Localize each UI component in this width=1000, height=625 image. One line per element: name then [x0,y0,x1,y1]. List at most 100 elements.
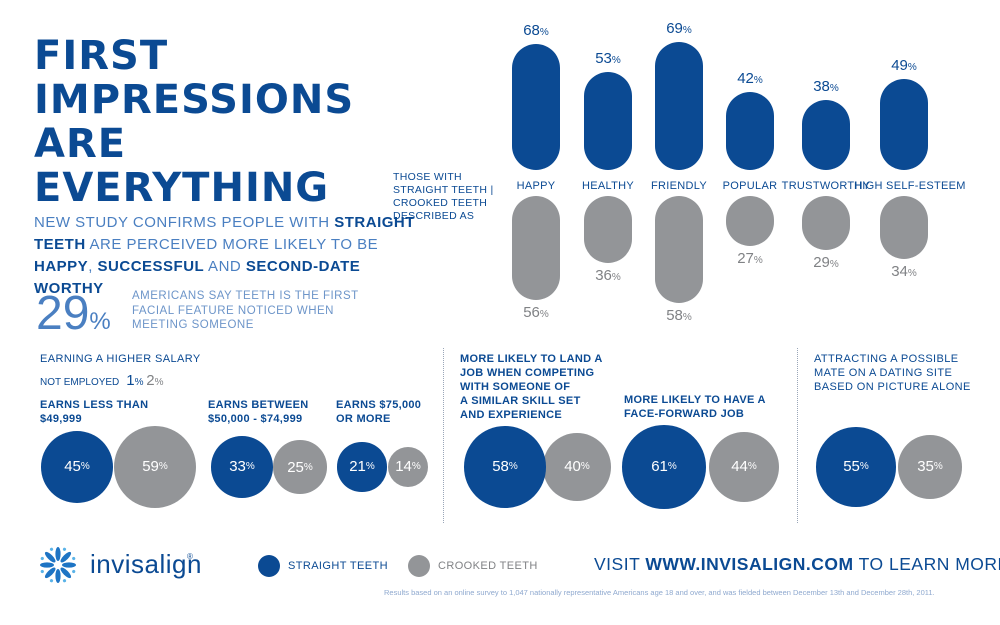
straight-teeth-circle-value: 45 [64,458,81,476]
not-employed-row: NOT EMPLOYED 1% 2% [40,372,164,389]
label-line: MORE LIKELY TO HAVE A [624,394,766,406]
straight-teeth-value-label: 42% [737,70,763,88]
crooked-teeth-bar [584,196,632,263]
title-line: ARE [34,121,127,167]
straight-teeth-circle-value: 33 [229,458,246,476]
crooked-teeth-circle: 35% [898,435,962,499]
not-employed-crooked-value: 2% [146,372,164,389]
title-line: IMPRESSIONS [34,77,355,123]
stat-first-feature-value: 29% [36,286,111,341]
brand-logo-text[interactable]: invisalign [90,549,202,579]
label-line: JOB WHEN COMPETING [460,367,595,379]
label-line: BASED ON PICTURE ALONE [814,381,971,393]
survey-footnote: Results based on an online survey to 1,0… [384,588,935,597]
crooked-teeth-bar [802,196,850,250]
crooked-teeth-circle: 40% [543,433,611,501]
subtitle-highlight: HAPPY [34,258,89,275]
straight-teeth-bar [584,71,632,170]
trait-category-label: HAPPY [516,180,556,192]
subtitle-highlight: SUCCESSFUL [97,258,205,275]
job-group-2-label: MORE LIKELY TO HAVE A FACE-FORWARD JOB [624,393,766,421]
title-line: EVERYTHING [34,165,330,211]
crooked-teeth-bar [512,196,560,300]
trait-category-label: TRUSTWORTHY [781,180,871,192]
crooked-teeth-circle: 14% [387,446,428,487]
crooked-teeth-circle-value: 44 [731,458,748,476]
subtitle-text: , [88,258,98,275]
crooked-teeth-circle: 59% [113,425,197,509]
subtitle-highlight: STRAIGHT TEETH [34,214,415,253]
straight-teeth-bar [726,92,774,170]
subtitle: NEW STUDY CONFIRMS PEOPLE WITH STRAIGHT … [34,212,424,300]
subtitle-text: NEW STUDY CONFIRMS PEOPLE WITH [34,214,335,231]
traits-pill-chart: 68% HAPPY 56% 53% HEALTHY 36% 69% FRIENDLY 58% 42… [512,20,966,325]
not-employed-straight-value: 1% [126,372,144,389]
trait-category-label: POPULAR [722,180,778,192]
trait-category-label: HEALTHY [581,180,635,192]
crooked-teeth-circle-value: 59 [142,458,159,476]
subtitle-text: ARE PERCEIVED MORE LIKELY TO BE [85,236,379,253]
visit-text: TO LEARN MORE [853,554,1000,574]
section-divider [443,348,444,523]
section-divider [797,348,798,523]
salary-group-2-label: EARNS BETWEEN $50,000 - $74,999 [208,398,308,426]
job-group-1-label: MORE LIKELY TO LAND A JOB WHEN COMPETING… [460,352,603,422]
dating-label: ATTRACTING A POSSIBLE MATE ON A DATING S… [814,352,971,394]
trait-category-label: HIGH SELF-ESTEEM [854,180,966,192]
page-title: FIRST IMPRESSIONS ARE EVERYTHING [34,34,404,210]
label-line: ATTRACTING A POSSIBLE [814,353,959,365]
label-line: EARNS BETWEEN [208,399,309,411]
straight-teeth-circle-value: 55 [843,458,860,476]
visit-website-link[interactable]: VISIT WWW.INVISALIGN.COM TO LEARN MORE [594,554,1000,575]
bar-legend-line: STRAIGHT TEETH | [393,184,494,196]
label-line: MORE LIKELY TO LAND A [460,353,603,365]
label-line: A SIMILAR SKILL SET [460,395,581,407]
crooked-teeth-value-label: 36% [595,266,621,284]
label-line: MATE ON A DATING SITE [814,367,953,379]
straight-teeth-circle: 33% [211,436,273,498]
subtitle-text: AND [204,258,246,275]
crooked-teeth-circle-value: 25 [287,458,304,476]
straight-teeth-bar [802,99,850,170]
legend-crooked-label: CROOKED TEETH [438,560,538,572]
salary-group-3-label: EARNS $75,000 OR MORE [336,398,421,426]
label-line: FACE-FORWARD JOB [624,408,745,420]
visit-text: VISIT [594,554,646,574]
straight-teeth-bar [880,79,928,170]
bar-legend-line: DESCRIBED AS [393,210,475,222]
title-line: FIRST [34,33,169,79]
crooked-teeth-bar [655,196,703,304]
crooked-teeth-bar [880,196,928,259]
crooked-teeth-bar [726,196,774,246]
label-line: EARNS $75,000 [336,399,422,411]
stat-unit: % [89,308,111,335]
crooked-teeth-circle-value: 35 [917,458,934,476]
straight-teeth-bar [655,42,703,170]
crooked-teeth-circle: 44% [708,431,780,503]
crooked-teeth-value-label: 58% [666,307,692,325]
straight-teeth-circle: 21% [337,442,387,492]
crooked-teeth-value-label: 34% [891,262,917,280]
straight-teeth-value-label: 38% [813,77,839,95]
label-line: $49,999 [40,413,82,425]
website-url[interactable]: WWW.INVISALIGN.COM [645,554,854,574]
stat-first-feature-text: AMERICANS SAY TEETH IS THE FIRST FACIAL … [132,290,359,331]
label-line: AND EXPERIENCE [460,409,562,421]
label-line: EARNS LESS THAN [40,399,149,411]
crooked-teeth-circle-value: 40 [564,458,581,476]
starburst-logo-icon [38,545,78,585]
crooked-teeth-value-label: 56% [523,303,549,321]
straight-teeth-circle-value: 21 [349,458,366,476]
bar-legend-line: CROOKED TEETH [393,197,488,209]
straight-teeth-circle: 45% [41,431,113,503]
legend-straight-label: STRAIGHT TEETH [288,560,388,572]
straight-teeth-value-label: 69% [666,20,692,38]
legend-crooked-swatch [408,555,430,577]
straight-teeth-value-label: 49% [891,57,917,75]
label-line: WITH SOMEONE OF [460,381,571,393]
salary-group-1-label: EARNS LESS THAN $49,999 [40,398,148,426]
straight-teeth-value-label: 68% [523,22,549,40]
label-line: OR MORE [336,413,391,425]
straight-teeth-circle-value: 61 [651,458,668,476]
registered-mark: ® [187,552,193,561]
